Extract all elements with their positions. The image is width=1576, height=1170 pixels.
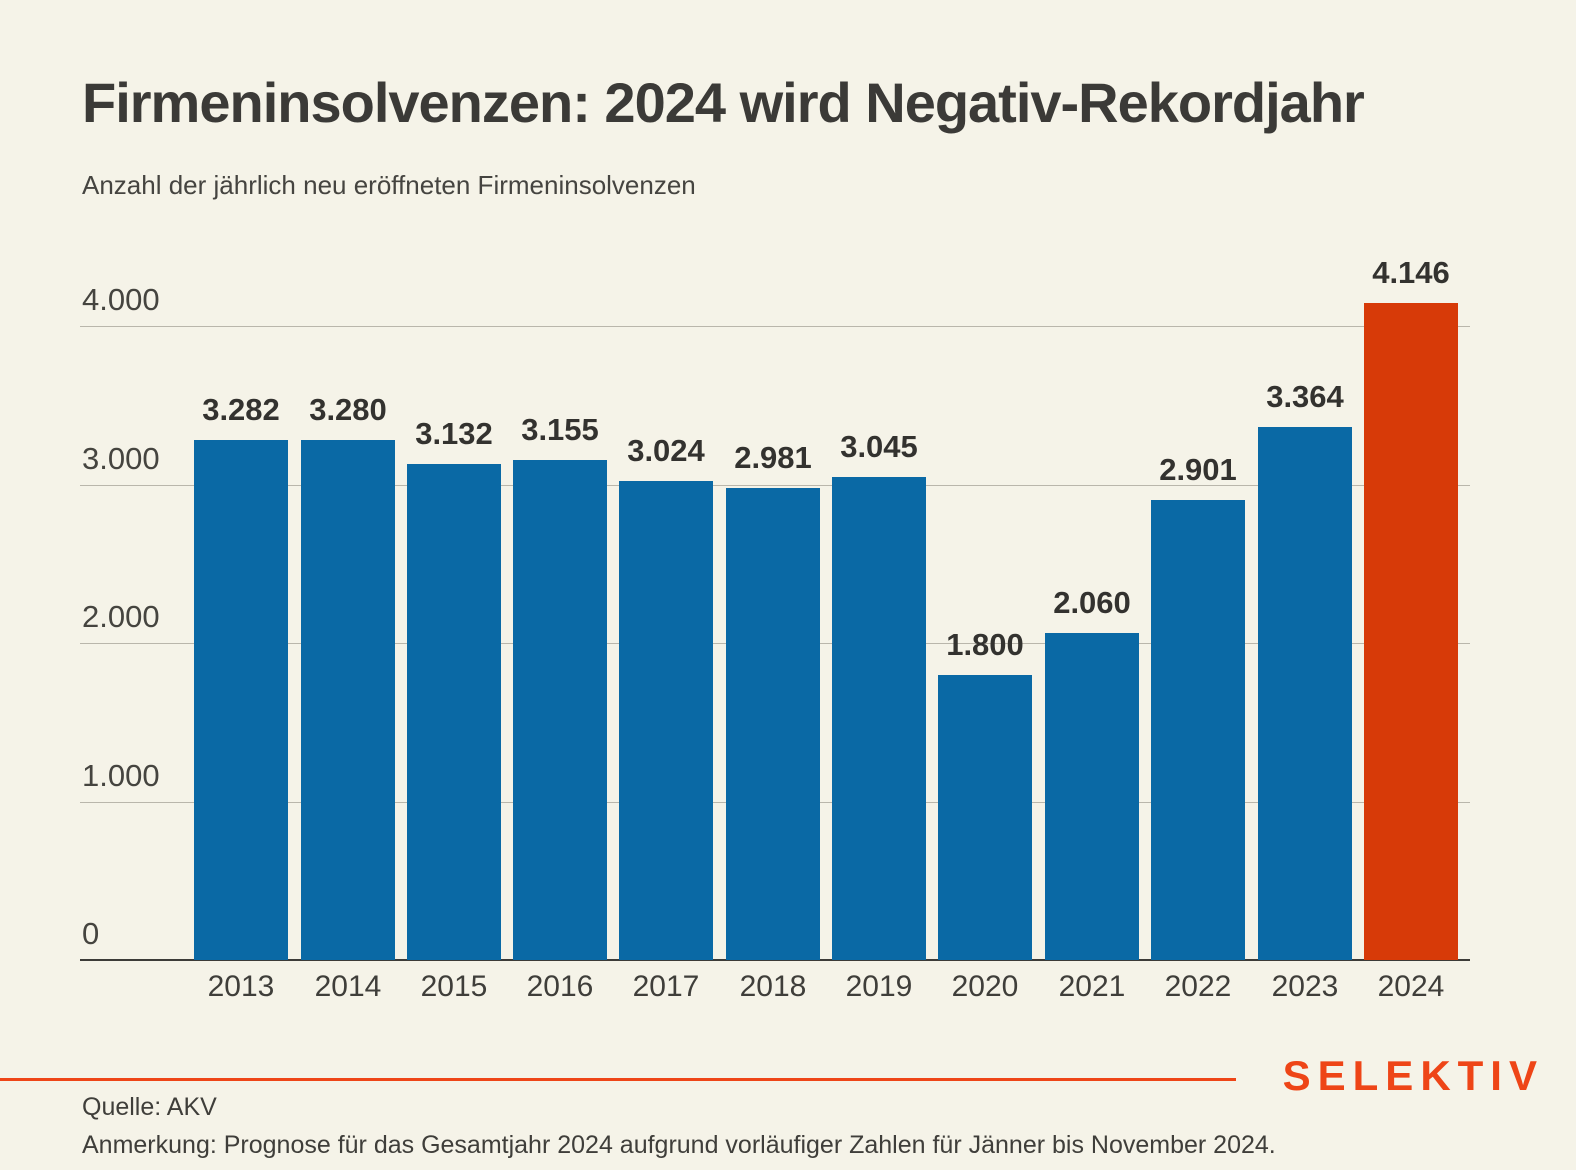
x-tick-label-2018: 2018: [739, 970, 807, 1003]
chart-subtitle: Anzahl der jährlich neu eröffneten Firme…: [82, 170, 696, 200]
page-title: Firmeninsolvenzen: 2024 wird Negativ-Rek…: [82, 71, 1365, 134]
bar-value-label-2022: 2.901: [1159, 452, 1237, 487]
bar-2013: [194, 440, 288, 960]
x-tick-label-2022: 2022: [1164, 970, 1232, 1003]
x-tick-label-2015: 2015: [420, 970, 488, 1003]
bar-2023: [1258, 427, 1352, 960]
y-tick-label-3.000: 3.000: [82, 440, 160, 476]
bar-2022: [1151, 500, 1245, 960]
brand-logo: SELEKTIV: [1282, 1052, 1544, 1099]
bar-value-label-2014: 3.280: [309, 392, 387, 427]
x-tick-label-2016: 2016: [526, 970, 594, 1003]
y-tick-label-1.000: 1.000: [82, 757, 160, 793]
bar-2015: [407, 464, 501, 960]
bar-2016: [513, 460, 607, 960]
bar-value-label-2019: 3.045: [840, 429, 918, 464]
x-axis-line: [80, 959, 1470, 961]
bar-value-label-2018: 2.981: [734, 440, 812, 475]
note-text: Anmerkung: Prognose für das Gesamtjahr 2…: [82, 1131, 1276, 1159]
bar-2014: [301, 440, 395, 960]
source-text: Quelle: AKV: [82, 1093, 217, 1121]
gridline-4.000: [80, 326, 1470, 327]
y-tick-label-0: 0: [82, 916, 100, 951]
bar-2017: [619, 481, 713, 960]
bar-2018: [726, 488, 820, 960]
x-tick-label-2013: 2013: [207, 970, 275, 1003]
bar-2024: [1364, 303, 1458, 960]
x-tick-label-2023: 2023: [1271, 970, 1339, 1003]
x-tick-label-2021: 2021: [1058, 970, 1126, 1003]
gridline-3.000: [80, 484, 1470, 486]
bar-2020: [938, 675, 1032, 960]
x-tick-label-2019: 2019: [845, 970, 913, 1003]
y-tick-label-4.000: 4.000: [82, 282, 160, 317]
x-tick-label-2020: 2020: [951, 970, 1019, 1003]
bar-value-label-2020: 1.800: [946, 627, 1024, 662]
x-tick-label-2014: 2014: [314, 970, 382, 1003]
bar-value-label-2013: 3.282: [202, 392, 280, 427]
x-tick-label-2017: 2017: [632, 970, 700, 1003]
bar-2021: [1045, 633, 1139, 960]
footer-accent-line: [0, 1078, 1236, 1081]
y-tick-label-2.000: 2.000: [82, 599, 160, 634]
bar-value-label-2016: 3.155: [521, 412, 599, 447]
bar-value-label-2017: 3.024: [627, 433, 705, 468]
bar-2019: [832, 477, 926, 960]
x-tick-label-2024: 2024: [1377, 970, 1445, 1003]
bar-value-label-2015: 3.132: [415, 416, 493, 451]
bar-value-label-2024: 4.146: [1372, 255, 1450, 290]
bar-value-label-2023: 3.364: [1266, 379, 1344, 414]
bar-value-label-2021: 2.060: [1053, 585, 1131, 620]
